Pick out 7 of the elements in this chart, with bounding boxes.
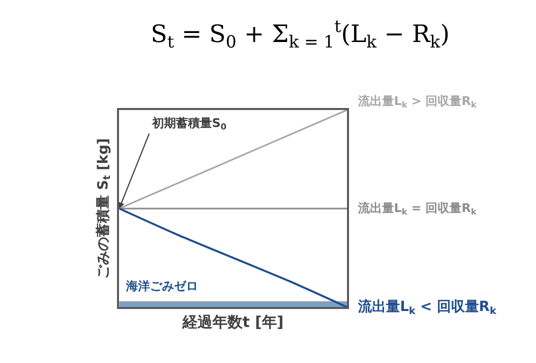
series-label: 流出量L$_{k}$ = 回収量R$_{k}$ (357, 201, 477, 217)
band-label: 海洋ごみゼロ (125, 279, 198, 293)
series-label: 流出量L$_{k}$ < 回収量R$_{k}$ (357, 298, 497, 317)
series-label: 流出量L$_{k}$ > 回収量R$_{k}$ (357, 94, 477, 110)
chart-title: S$_{t}$ = S$_{0}$ + Σ$_{k = 1}$$^{t}$(L$_{k}$ − R$_{k}$) (150, 16, 450, 52)
annotation: 初期蓄積量S$_{0}$ (151, 116, 227, 132)
x-axis-title: 経過年数t [年] (182, 313, 284, 331)
